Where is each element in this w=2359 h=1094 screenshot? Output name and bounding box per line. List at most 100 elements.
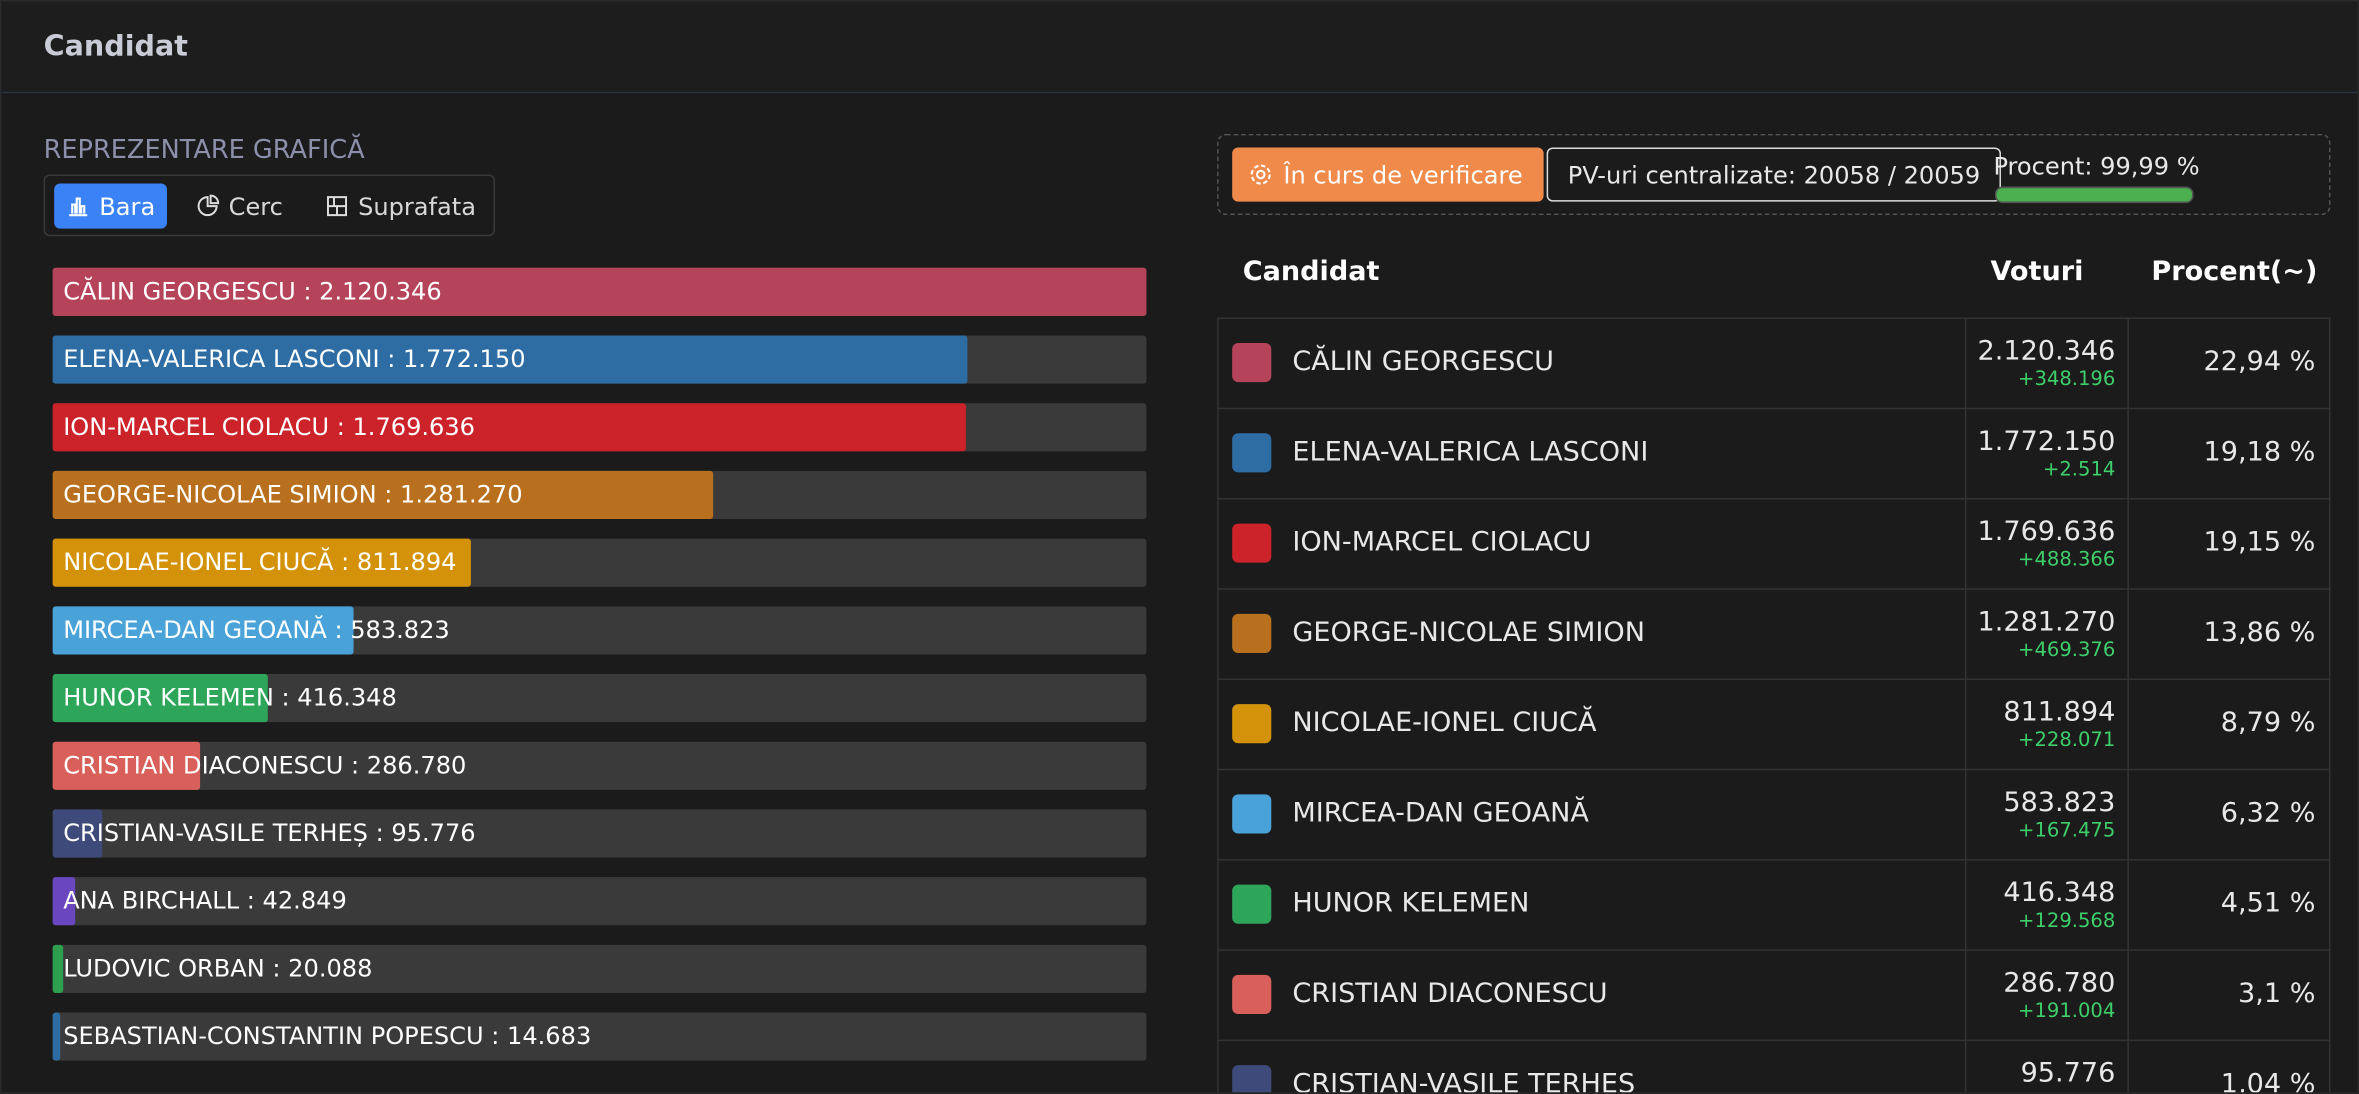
- bar: [52, 674, 268, 723]
- table-row: CRISTIAN-VASILE TERHEȘ 95.776 1,04 %: [1217, 1039, 2331, 1094]
- bar-track: MIRCEA-DAN GEOANĂ : 583.823: [52, 606, 1147, 655]
- divider: [1217, 770, 1219, 861]
- bar-label: ION-MARCEL CIOLACU : 1.769.636: [63, 412, 475, 441]
- bar-track: NICOLAE-IONEL CIUCĂ : 811.894: [52, 538, 1147, 587]
- bar: [52, 944, 64, 993]
- bar-label: NICOLAE-IONEL CIUCĂ : 811.894: [63, 547, 457, 577]
- percent: 19,18 %: [2203, 436, 2316, 468]
- column-header: Candidat: [1242, 255, 1380, 288]
- status-button-label: În curs de verificare: [1283, 160, 1523, 189]
- bar-icon: [69, 197, 88, 217]
- tab-label: Bara: [99, 191, 156, 221]
- table-row: ELENA-VALERICA LASCONI 1.772.150 +2.514 19,…: [1217, 407, 2331, 500]
- percent: 1,04 %: [2220, 1068, 2316, 1094]
- bar-label: CĂLIN GEORGESCU : 2.120.346: [63, 276, 442, 306]
- divider: [1964, 770, 1967, 861]
- percent: 6,32 %: [2220, 797, 2316, 829]
- bar: [52, 809, 103, 858]
- header-title: Candidat: [43, 30, 188, 64]
- votes: 286.780: [2003, 967, 2116, 999]
- status-button[interactable]: În curs de verificare: [1232, 147, 1544, 202]
- candidate-name: CRISTIAN-VASILE TERHEȘ: [1292, 1068, 1636, 1094]
- color-swatch: [1232, 884, 1272, 924]
- bar-label: LUDOVIC ORBAN : 20.088: [63, 953, 373, 983]
- votes: 1.769.636: [1977, 516, 2116, 548]
- color-swatch: [1232, 1065, 1272, 1093]
- bar-label: CRISTIAN DIACONESCU : 286.780: [63, 750, 467, 780]
- divider: [1964, 499, 1967, 590]
- table-row: MIRCEA-DAN GEOANĂ 583.823 +167.475 6,32 %: [1217, 768, 2331, 861]
- candidate-name: ELENA-VALERICA LASCONI: [1292, 436, 1649, 468]
- bar: [52, 403, 966, 452]
- divider: [1964, 860, 1967, 951]
- divider: [2127, 950, 2129, 1042]
- divider: [2328, 680, 2331, 771]
- bar-label: MIRCEA-DAN GEOANĂ : 583.823: [63, 615, 450, 644]
- divider: [1217, 950, 1219, 1042]
- candidate-name: MIRCEA-DAN GEOANĂ: [1292, 797, 1589, 829]
- bar: [52, 538, 472, 587]
- tab-bar[interactable]: Bara: [54, 183, 168, 229]
- table-row: CĂLIN GEORGESCU 2.120.346 +348.196 22,94 %: [1217, 317, 2331, 410]
- divider: [2127, 770, 2129, 861]
- bar-label: ELENA-VALERICA LASCONI : 1.772.150: [63, 344, 526, 374]
- bar-track: LUDOVIC ORBAN : 20.088: [52, 944, 1147, 993]
- divider: [1217, 499, 1219, 590]
- votes-delta: +348.196: [2018, 368, 2116, 392]
- bar-label: CRISTIAN-VASILE TERHEȘ : 95.776: [63, 818, 476, 848]
- tab-area[interactable]: Suprafata: [313, 184, 488, 229]
- candidate-name: CRISTIAN DIACONESCU: [1292, 977, 1608, 1010]
- bar-track: ELENA-VALERICA LASCONI : 1.772.150: [52, 335, 1147, 384]
- candidate-name: HUNOR KELEMEN: [1292, 887, 1530, 920]
- divider: [1217, 680, 1219, 771]
- bar-track: CRISTIAN DIACONESCU : 286.780: [52, 741, 1147, 790]
- table-row: NICOLAE-IONEL CIUCĂ 811.894 +228.071 8,79 %: [1217, 678, 2331, 771]
- bar-label: HUNOR KELEMEN : 416.348: [63, 683, 397, 712]
- divider: [2328, 589, 2331, 681]
- percent: 3,1 %: [2238, 977, 2316, 1010]
- divider: [1964, 318, 1967, 410]
- divider: [2328, 950, 2331, 1042]
- divider: [1217, 1041, 1219, 1093]
- color-swatch: [1232, 523, 1272, 563]
- table-row: HUNOR KELEMEN 416.348 +129.568 4,51 %: [1217, 859, 2331, 951]
- divider: [1964, 589, 1967, 681]
- column-header: Procent(~): [2151, 255, 2318, 288]
- table-row: ION-MARCEL CIOLACU 1.769.636 +488.366 19,15…: [1217, 497, 2331, 590]
- divider: [2127, 860, 2129, 951]
- bar: [52, 877, 75, 926]
- divider: [2127, 589, 2129, 681]
- divider: [2127, 1041, 2129, 1093]
- divider: [1217, 589, 1219, 681]
- tab-label: Cerc: [228, 191, 283, 221]
- candidate-name: ION-MARCEL CIOLACU: [1292, 526, 1592, 559]
- divider: [1217, 409, 1219, 500]
- color-swatch: [1232, 794, 1272, 834]
- bar-label: ANA BIRCHALL : 42.849: [63, 886, 347, 915]
- votes-delta: +2.514: [2042, 458, 2116, 482]
- status-panel: În curs de verificare PV-uri centralizat…: [1217, 133, 2331, 216]
- divider: [1217, 318, 1219, 410]
- bar: [52, 470, 714, 520]
- votes: 1.772.150: [1977, 425, 2116, 458]
- percent: 13,86 %: [2203, 616, 2316, 649]
- divider: [2127, 409, 2129, 500]
- votes: 95.776: [2020, 1057, 2116, 1090]
- progress-bar: [1996, 188, 2193, 202]
- section-title: REPREZENTARE GRAFICĂ: [43, 135, 365, 166]
- tab-label: Suprafata: [358, 191, 476, 221]
- divider: [2328, 318, 2331, 410]
- area-icon: [327, 196, 348, 217]
- bar: [52, 606, 354, 655]
- progress-track: [1994, 186, 2194, 204]
- bar: [52, 267, 1147, 316]
- divider: [2328, 1041, 2331, 1093]
- tab-group: Bara Cerc Suprafata: [43, 174, 495, 237]
- tab-pie[interactable]: Cerc: [184, 184, 295, 229]
- divider: [2328, 860, 2331, 951]
- pv-count: PV-uri centralizate: 20058 / 20059: [1546, 147, 2002, 202]
- bar: [52, 741, 201, 790]
- divider: [2328, 409, 2331, 500]
- votes-delta: +129.568: [2018, 910, 2116, 933]
